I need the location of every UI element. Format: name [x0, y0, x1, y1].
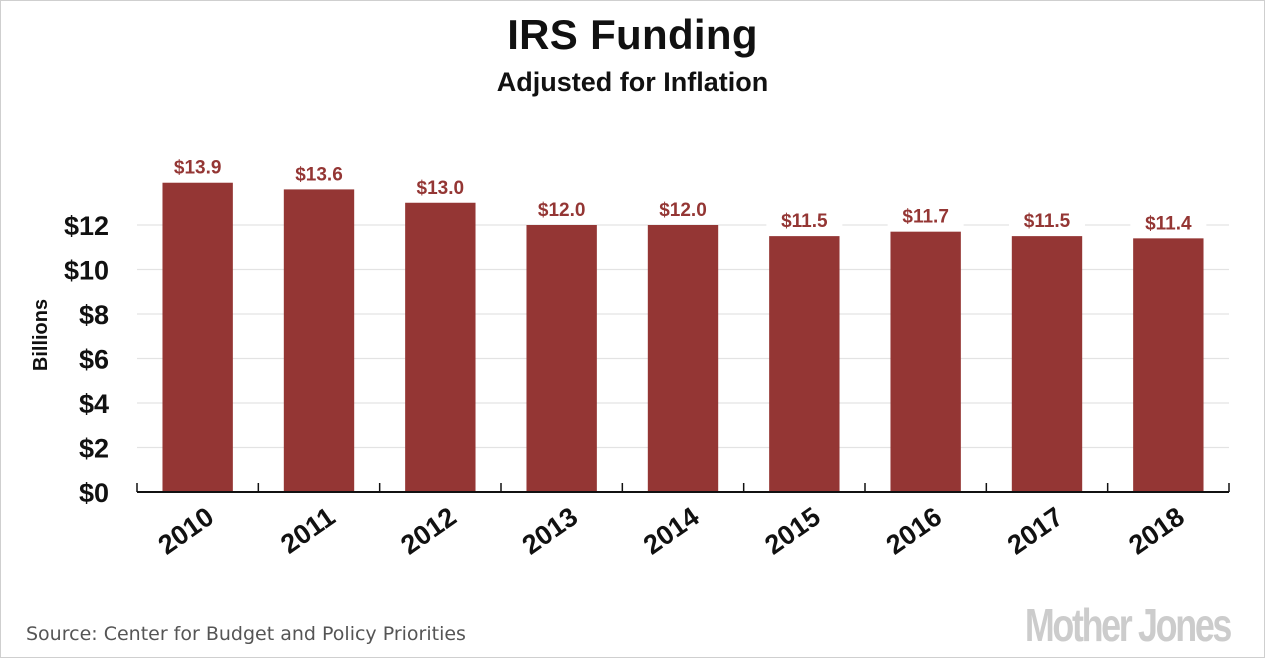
data-label: $11.7: [902, 207, 949, 228]
x-tick-label: 2011: [275, 501, 340, 559]
x-axis-ticks: 2010 2011 2012 2013 2014 2015 2016 2017 2018: [153, 501, 1190, 560]
data-label: $13.9: [174, 158, 222, 179]
data-label: $11.5: [1024, 211, 1071, 232]
data-label: $12.0: [538, 200, 586, 221]
x-tick-label: 2013: [517, 501, 583, 560]
y-tick-label: $10: [64, 256, 109, 286]
x-tick-label: 2016: [881, 501, 947, 560]
chart-subtitle: Adjusted for Inflation: [496, 67, 769, 97]
mother-jones-logo: Mother Jones: [1024, 599, 1233, 651]
y-tick-label: $8: [79, 300, 109, 330]
x-axis: [136, 483, 1230, 493]
bar-2012: [405, 202, 476, 492]
bar-2013: [526, 225, 597, 492]
bar-2014: [647, 225, 719, 492]
data-label: $13.6: [295, 164, 343, 185]
y-tick-label: $4: [79, 389, 109, 419]
data-label: $12.0: [659, 200, 707, 221]
data-label-background: [1009, 208, 1085, 233]
chart-title: IRS Funding: [507, 11, 758, 58]
data-label-background: [645, 197, 721, 221]
data-label-background: [887, 203, 964, 228]
y-tick-label: $0: [79, 478, 109, 508]
x-tick-label: 2017: [1002, 501, 1068, 560]
x-tick-label: 2014: [638, 501, 704, 560]
bar-2011: [283, 189, 355, 492]
x-tick-label: 2018: [1123, 501, 1189, 560]
y-axis-ticks: $0 $2 $4 $6 $8 $10 $12: [64, 211, 109, 508]
bar-2010: [162, 182, 233, 492]
y-tick-label: $6: [79, 345, 109, 375]
data-label-background: [1130, 210, 1207, 235]
x-tick-label: 2015: [759, 501, 825, 560]
bar-2018: [1133, 238, 1204, 492]
bars: [162, 182, 1204, 493]
bar-2016: [890, 231, 961, 493]
data-labels: $13.9 $13.6 $13.0 $12.0 $12.0 $11.5 $11.7 $11.5…: [159, 154, 1207, 235]
y-tick-label: $2: [79, 434, 109, 464]
x-tick-label: 2012: [395, 501, 461, 560]
y-tick-label: $12: [64, 211, 109, 241]
data-label-background: [281, 161, 357, 186]
data-label: $11.4: [1145, 213, 1192, 234]
y-axis-label: Billions: [30, 299, 52, 371]
source-note: Source: Center for Budget and Policy Pri…: [26, 623, 466, 645]
bar-2017: [1011, 236, 1083, 492]
data-label-background: [766, 208, 843, 233]
data-label: $11.5: [781, 211, 828, 232]
bar-2015: [769, 236, 840, 492]
data-label-background: [159, 154, 236, 179]
data-label-background: [402, 174, 479, 199]
data-label: $13.0: [417, 178, 465, 199]
x-tick-label: 2010: [153, 501, 219, 560]
data-label-background: [523, 197, 600, 221]
